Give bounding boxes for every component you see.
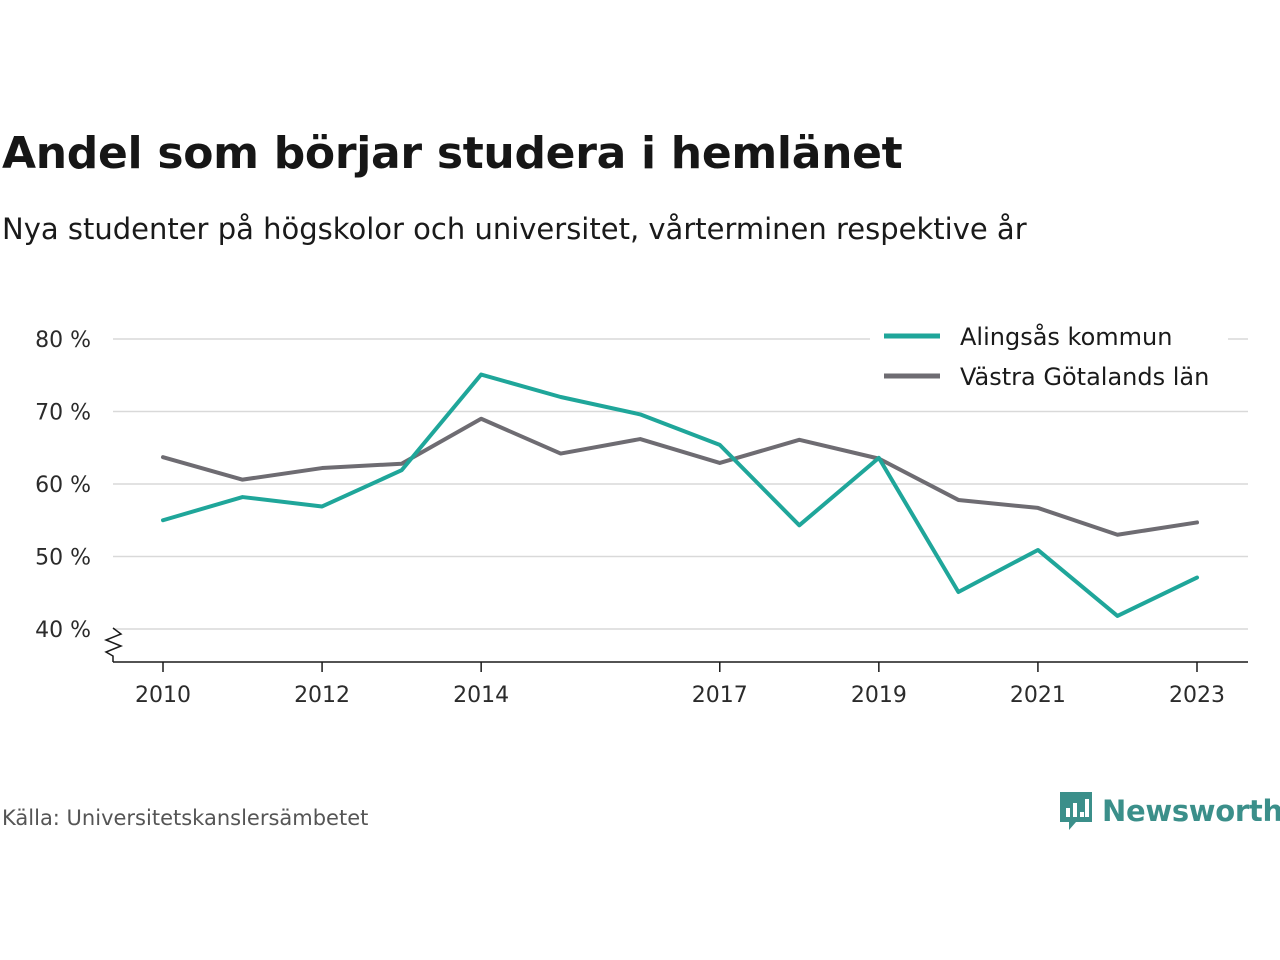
- x-tick-label: 2021: [1010, 683, 1066, 708]
- chart-subtitle: Nya studenter på högskolor och universit…: [2, 212, 1027, 246]
- x-tick-label: 2019: [851, 683, 907, 708]
- axes: 40 % 50 % 60 % 70 % 80 % 2010 2012 2014 2017 2019…: [35, 328, 1248, 708]
- y-tick-label: 80 %: [35, 328, 91, 353]
- axis-break-icon: [103, 627, 124, 662]
- series-lines: [161, 372, 1199, 618]
- brand-logo: Newsworthy: [1058, 790, 1280, 832]
- legend-background: [870, 316, 1228, 396]
- x-tick-label: 2023: [1169, 683, 1225, 708]
- y-tick-label: 40 %: [35, 618, 91, 643]
- series-line-alingsås-kommun: [161, 372, 1199, 618]
- x-tick-label: 2017: [692, 683, 748, 708]
- chart-title: Andel som börjar studera i hemlänet: [2, 128, 903, 179]
- legend-label: Västra Götalands län: [960, 363, 1209, 391]
- series-line-västra-götalands-län: [161, 416, 1199, 537]
- y-tick-label: 50 %: [35, 546, 91, 571]
- source-note: Källa: Universitetskanslersämbetet: [2, 806, 369, 830]
- brand-name: Newsworthy: [1102, 794, 1280, 828]
- bar-chart-speech-bubble-icon: [1060, 792, 1092, 830]
- x-tick-label: 2012: [294, 683, 350, 708]
- legend: Alingsås kommun Västra Götalands län: [870, 316, 1228, 396]
- y-tick-label: 60 %: [35, 473, 91, 498]
- x-tick-label: 2010: [135, 683, 191, 708]
- y-tick-label: 70 %: [35, 401, 91, 426]
- legend-label: Alingsås kommun: [960, 322, 1172, 351]
- x-tick-label: 2014: [453, 683, 509, 708]
